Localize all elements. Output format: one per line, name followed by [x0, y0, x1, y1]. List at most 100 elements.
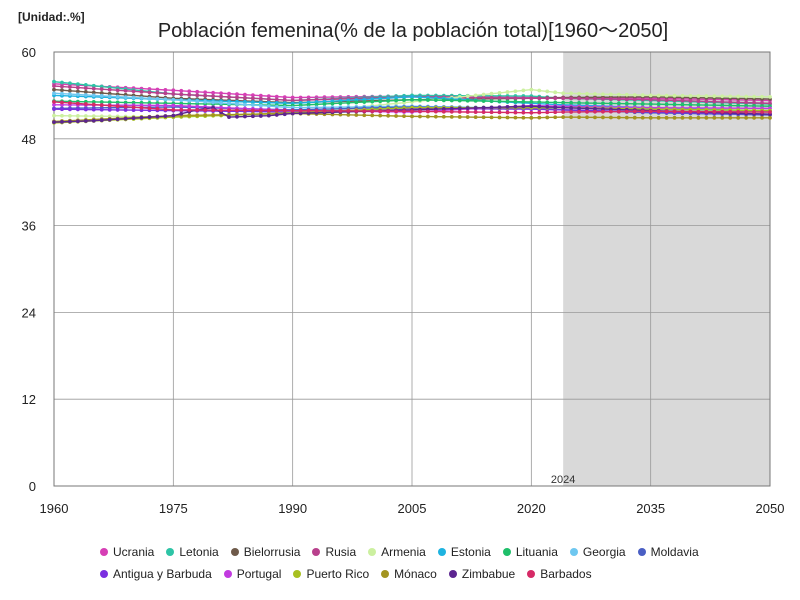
data-point	[497, 110, 502, 115]
legend-marker	[437, 548, 446, 556]
data-point	[386, 98, 391, 103]
data-point	[235, 108, 239, 113]
data-point	[155, 103, 160, 108]
data-point	[744, 94, 749, 99]
legend-item[interactable]: Zimbabue	[448, 567, 515, 581]
data-point	[60, 84, 64, 89]
data-point	[632, 109, 637, 114]
data-point	[91, 107, 96, 112]
data-point	[561, 115, 566, 119]
legend-item[interactable]: Puerto Rico	[293, 567, 369, 581]
data-point	[107, 107, 112, 112]
legend-item[interactable]: Ucrania	[100, 545, 154, 559]
data-point	[616, 101, 621, 106]
data-point	[736, 100, 741, 105]
data-point	[672, 115, 677, 120]
data-point	[274, 113, 279, 117]
legend-item[interactable]: Antigua y Barbuda	[100, 567, 212, 581]
data-point	[52, 87, 56, 92]
data-point	[569, 106, 574, 110]
data-point	[736, 109, 741, 114]
legend-item[interactable]: Bielorrusia	[230, 545, 300, 559]
data-point	[648, 102, 653, 106]
data-point	[99, 93, 104, 98]
data-point	[688, 93, 693, 98]
data-point	[123, 95, 128, 100]
data-point	[457, 115, 462, 119]
data-point	[83, 114, 88, 118]
data-point	[282, 98, 287, 102]
legend-marker	[166, 548, 175, 556]
data-point	[696, 115, 701, 120]
legend-marker	[502, 548, 511, 556]
legend-item[interactable]: Portugal	[223, 567, 282, 581]
data-point	[473, 93, 478, 98]
data-point	[720, 109, 725, 114]
data-point	[123, 88, 128, 93]
data-point	[465, 94, 470, 99]
legend-item[interactable]: Barbados	[527, 567, 592, 581]
data-point	[624, 109, 629, 114]
data-point	[672, 93, 677, 98]
data-point	[720, 94, 725, 99]
legend-item[interactable]: Lituania	[502, 545, 558, 559]
data-point	[306, 108, 311, 113]
data-point	[768, 101, 772, 106]
data-point	[768, 94, 772, 99]
data-point	[83, 102, 88, 106]
data-point	[481, 99, 486, 103]
data-point	[91, 100, 96, 104]
data-point	[171, 88, 176, 93]
data-point	[123, 100, 128, 105]
data-point	[163, 103, 168, 108]
data-point	[648, 109, 653, 114]
data-point	[52, 120, 56, 125]
data-point	[338, 112, 343, 117]
legend-label: Ucrania	[113, 545, 155, 559]
data-point	[298, 98, 303, 103]
data-point	[760, 115, 764, 120]
legend-item[interactable]: Estonia	[437, 545, 491, 559]
data-point	[513, 89, 518, 94]
data-point	[577, 100, 581, 105]
legend-marker	[100, 548, 108, 556]
data-point	[577, 106, 581, 111]
data-point	[75, 107, 80, 112]
data-point	[624, 115, 629, 120]
data-point	[632, 115, 637, 120]
legend-item[interactable]: Georgia	[569, 545, 626, 559]
legend-label: Portugal	[236, 567, 282, 581]
data-point	[704, 115, 709, 120]
legend-item[interactable]: Letonia	[166, 545, 219, 559]
data-point	[115, 108, 120, 112]
data-point	[155, 90, 160, 95]
data-point	[537, 88, 542, 93]
data-point	[378, 113, 383, 118]
legend-item[interactable]: Moldavia	[637, 545, 699, 559]
data-point	[577, 91, 581, 96]
data-point	[75, 89, 80, 94]
data-point	[52, 79, 56, 84]
data-point	[521, 96, 526, 101]
legend-marker	[100, 570, 108, 578]
data-point	[577, 96, 581, 101]
legend-item[interactable]: Armenia	[368, 545, 426, 559]
data-point	[266, 94, 271, 99]
data-point	[83, 107, 88, 112]
data-point	[163, 107, 168, 112]
data-point	[378, 109, 383, 114]
data-point	[91, 102, 96, 107]
data-point	[171, 113, 176, 118]
data-point	[449, 109, 454, 114]
data-point	[107, 117, 112, 122]
legend-label: Barbados	[540, 567, 592, 581]
data-point	[163, 88, 168, 92]
legend-label: Letonia	[179, 545, 219, 559]
data-point	[489, 99, 494, 104]
data-point	[155, 87, 160, 92]
data-point	[115, 117, 120, 122]
data-point	[728, 109, 733, 114]
legend-item[interactable]: Mónaco	[381, 567, 437, 581]
data-point	[640, 109, 645, 114]
legend-item[interactable]: Rusia	[312, 545, 356, 559]
